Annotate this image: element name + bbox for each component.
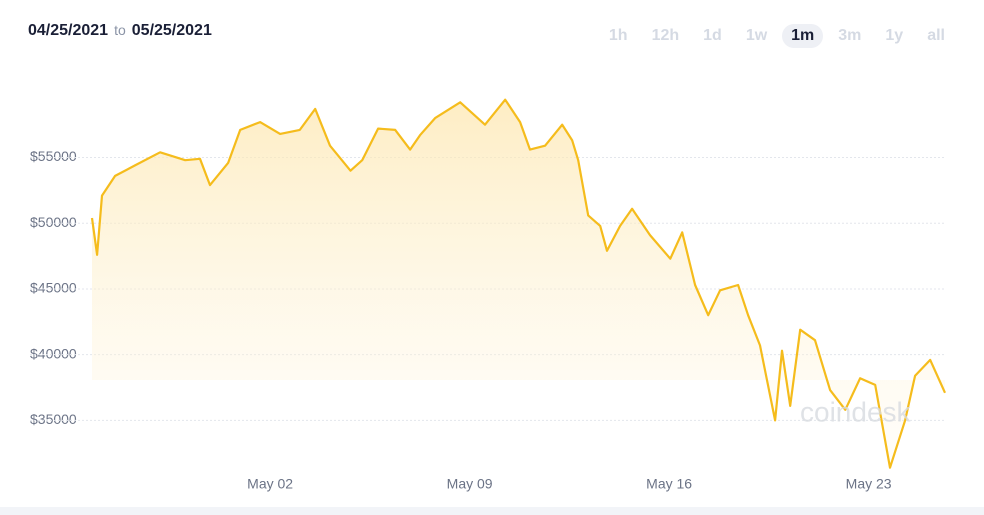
time-tab[interactable]: 1h	[608, 27, 628, 44]
time-tab[interactable]: all	[927, 27, 945, 44]
end-date: 05/25/2021	[131, 22, 212, 39]
time-tab[interactable]: 3m	[838, 27, 862, 44]
time-tabs: 1h 12h 1d 1w 1m 3m 1y all	[600, 24, 954, 48]
y-tick-label: $40000	[30, 345, 77, 361]
range-separator: to	[114, 22, 126, 38]
footer-strip	[0, 507, 984, 515]
price-line	[90, 98, 947, 469]
x-tick-label: May 02	[247, 476, 293, 492]
start-date: 04/25/2021	[28, 22, 109, 39]
time-tab[interactable]: 1w	[745, 27, 768, 44]
time-tab[interactable]: 1d	[703, 27, 722, 44]
area	[92, 99, 945, 468]
y-tick-label: $55000	[30, 148, 77, 164]
time-tab[interactable]: 1y	[885, 27, 904, 44]
y-tick-label: $45000	[30, 280, 77, 296]
time-tab[interactable]: 12h	[651, 27, 680, 44]
x-tick-label: May 23	[846, 476, 892, 492]
x-tick-label: May 16	[646, 476, 692, 492]
date-range: 04/25/2021 to 05/25/2021	[28, 22, 212, 40]
y-tick-label: $35000	[30, 411, 77, 427]
watermark: coindesk	[800, 396, 912, 427]
y-tick-label: $50000	[30, 214, 77, 230]
time-tab[interactable]: 1m	[782, 24, 824, 48]
x-tick-label: May 09	[447, 476, 493, 492]
